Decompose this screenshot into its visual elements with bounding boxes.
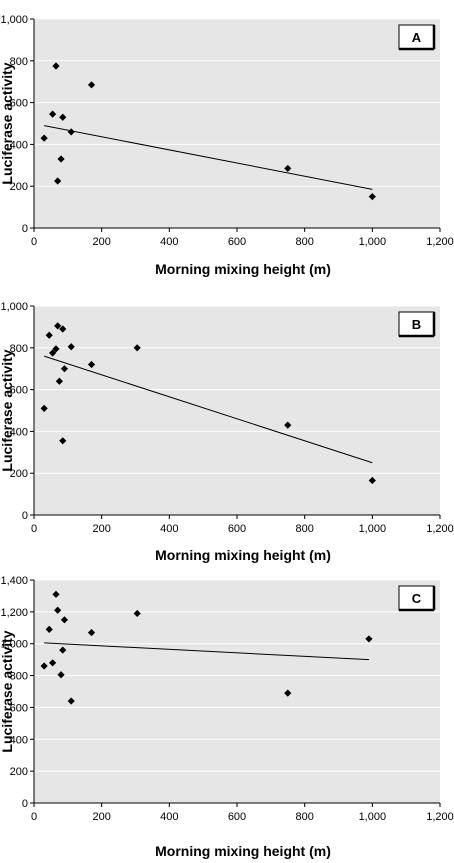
x-axis-title: Morning mixing height (m) xyxy=(155,547,331,563)
data-point xyxy=(59,325,67,333)
data-point xyxy=(59,646,67,654)
data-point xyxy=(49,349,57,357)
y-tick-label: 200 xyxy=(10,766,28,778)
data-point xyxy=(60,365,69,373)
data-point xyxy=(60,616,69,624)
data-point xyxy=(45,625,53,633)
y-tick-label: 0 xyxy=(22,510,28,522)
data-point xyxy=(57,671,65,679)
data-point xyxy=(284,421,292,429)
x-tick-label: 0 xyxy=(31,523,37,535)
data-point xyxy=(368,476,376,485)
y-tick-label: 400 xyxy=(10,734,28,746)
y-tick-label: 0 xyxy=(22,798,28,810)
x-tick-label: 1,200 xyxy=(426,523,454,535)
y-tick-label: 800 xyxy=(10,343,28,355)
data-point xyxy=(284,164,292,173)
data-point xyxy=(133,344,141,352)
x-tick-label: 600 xyxy=(228,523,246,535)
plot-area xyxy=(34,580,440,803)
x-tick-label: 400 xyxy=(160,236,178,248)
y-tick-label: 1,000 xyxy=(0,301,28,313)
x-tick-label: 800 xyxy=(295,523,313,535)
data-point xyxy=(52,590,60,598)
data-point xyxy=(40,404,48,413)
x-tick-label: 200 xyxy=(92,523,110,535)
y-axis-title: Luciferase activity xyxy=(0,630,15,752)
panel-label: C xyxy=(412,591,422,606)
y-tick-label: 600 xyxy=(10,98,28,110)
x-tick-label: 200 xyxy=(92,236,110,248)
data-point xyxy=(45,331,53,339)
data-point xyxy=(55,377,63,385)
y-tick-label: 800 xyxy=(10,671,28,683)
y-axis-title: Luciferase activity xyxy=(0,62,15,184)
x-axis-title: Morning mixing height (m) xyxy=(155,261,331,277)
x-tick-label: 400 xyxy=(160,811,178,823)
data-point xyxy=(40,134,48,142)
y-tick-label: 1,400 xyxy=(0,575,28,587)
panel-label-box xyxy=(398,585,435,611)
data-point xyxy=(59,113,67,121)
data-point xyxy=(133,609,141,618)
x-tick-label: 1,200 xyxy=(426,811,454,823)
x-tick-label: 1,000 xyxy=(359,811,387,823)
y-tick-label: 0 xyxy=(22,223,28,235)
x-tick-label: 0 xyxy=(31,236,37,248)
y-tick-label: 200 xyxy=(10,468,28,480)
y-tick-label: 1,200 xyxy=(0,607,28,619)
x-tick-label: 600 xyxy=(228,811,246,823)
data-point xyxy=(67,128,75,136)
y-tick-label: 800 xyxy=(10,56,28,68)
data-point xyxy=(87,628,96,637)
x-tick-label: 400 xyxy=(160,523,178,535)
data-point xyxy=(52,62,60,70)
trendline xyxy=(43,355,373,464)
chart-panel-c: 0 200 400 600 800 1,000 1,200 1,400 0 200 400 600 80… xyxy=(0,575,454,859)
x-tick-label: 600 xyxy=(228,236,246,248)
x-tick-label: 800 xyxy=(295,811,313,823)
data-point xyxy=(365,635,373,643)
x-tick-label: 800 xyxy=(295,236,313,248)
x-tick-label: 1,000 xyxy=(359,523,387,535)
x-tick-label: 1,000 xyxy=(359,236,387,248)
data-point xyxy=(284,689,292,697)
trendline xyxy=(44,642,369,661)
y-tick-label: 400 xyxy=(10,139,28,151)
data-point xyxy=(67,343,75,351)
data-point xyxy=(54,177,62,185)
x-tick-label: 200 xyxy=(92,811,110,823)
data-point xyxy=(54,322,62,330)
y-tick-label: 1,000 xyxy=(0,14,28,26)
y-axis-title: Luciferase activity xyxy=(0,349,15,471)
data-point xyxy=(52,345,60,353)
y-tick-label: 600 xyxy=(10,385,28,397)
panel-label-box xyxy=(398,311,435,337)
data-point xyxy=(40,662,48,670)
y-tick-label: 1,000 xyxy=(0,639,28,651)
data-point xyxy=(57,155,65,163)
plot-area xyxy=(34,19,440,228)
data-point xyxy=(49,110,57,118)
x-tick-label: 0 xyxy=(31,811,37,823)
data-point xyxy=(59,437,67,445)
chart-panel-a: 0 200 400 600 800 1,000 0 200 400 600 800 1,000 1,20… xyxy=(0,14,454,277)
data-point xyxy=(67,697,75,705)
data-point xyxy=(49,659,57,667)
panel-label: A xyxy=(412,30,422,45)
plot-area xyxy=(34,306,440,515)
panel-label: B xyxy=(412,317,421,332)
data-point xyxy=(87,360,96,369)
data-point xyxy=(368,193,376,201)
y-tick-label: 200 xyxy=(10,181,28,193)
y-tick-label: 400 xyxy=(10,426,28,438)
data-point xyxy=(54,606,62,614)
x-tick-label: 1,200 xyxy=(426,236,454,248)
x-axis-title: Morning mixing height (m) xyxy=(155,843,331,859)
trendline xyxy=(44,125,373,190)
data-point xyxy=(87,81,96,89)
y-tick-label: 600 xyxy=(10,702,28,714)
chart-panel-b: 0 200 400 600 800 1,000 0 200 400 600 800 1,000 1,20… xyxy=(0,301,454,563)
